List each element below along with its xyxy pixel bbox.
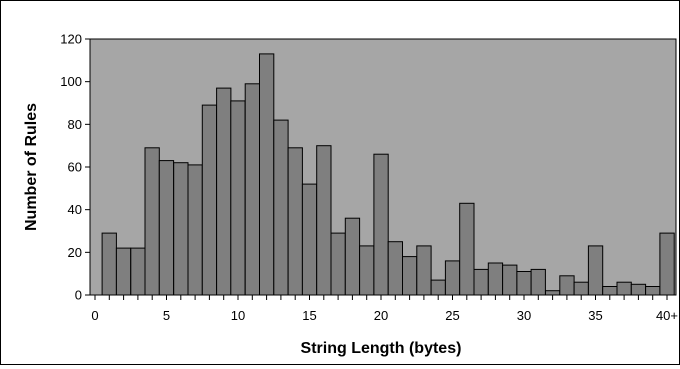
- bar: [259, 53, 275, 296]
- bar: [530, 268, 546, 296]
- x-axis: 0 5 10 15 20 25 30 35 40+: [91, 295, 678, 323]
- bar: [244, 83, 260, 296]
- bar: [645, 286, 661, 296]
- bar: [187, 164, 203, 296]
- x-tick-label: 30: [517, 308, 531, 323]
- bar: [387, 241, 404, 296]
- y-tick-label: 60: [68, 160, 82, 175]
- bar: [201, 104, 218, 296]
- bar: [573, 281, 589, 296]
- y-tick-label: 20: [68, 245, 82, 260]
- bar: [602, 286, 618, 296]
- x-axis-title: String Length (bytes): [301, 340, 462, 357]
- y-tick-label: 80: [68, 117, 82, 132]
- bar: [115, 247, 132, 296]
- bar: [344, 217, 361, 296]
- y-tick-label: 40: [68, 202, 82, 217]
- bar: [459, 202, 475, 296]
- bar: [144, 147, 160, 296]
- bars-group: [101, 53, 675, 296]
- bar: [158, 160, 175, 296]
- bar: [287, 147, 303, 296]
- bar: [430, 279, 446, 296]
- bar: [616, 281, 632, 296]
- bar: [359, 245, 375, 296]
- bar: [101, 232, 117, 296]
- bar: [630, 283, 647, 296]
- x-tick-label: 15: [302, 308, 316, 323]
- bar: [316, 145, 332, 296]
- bar: [659, 232, 675, 296]
- bar: [416, 245, 432, 296]
- bar: [473, 268, 489, 296]
- bar: [273, 119, 289, 296]
- x-tick-label: 0: [91, 308, 98, 323]
- x-tick-label: 5: [163, 308, 170, 323]
- x-tick-label: 20: [374, 308, 388, 323]
- x-tick-label: 10: [231, 308, 245, 323]
- bar: [587, 245, 604, 296]
- y-tick-label: 120: [60, 32, 82, 47]
- x-tick-label: 40+: [656, 308, 678, 323]
- y-tick-label: 100: [60, 74, 82, 89]
- y-axis-title: Number of Rules: [23, 103, 40, 231]
- y-axis: 0 20 40 60 80 100 120: [60, 32, 90, 303]
- bar: [559, 275, 575, 296]
- x-tick-label: 25: [445, 308, 459, 323]
- y-tick-label: 0: [75, 288, 82, 303]
- x-tick-label: 35: [588, 308, 602, 323]
- bar: [502, 264, 518, 296]
- bar: [216, 87, 232, 296]
- bar: [487, 262, 504, 296]
- bar: [373, 153, 389, 296]
- bar: [402, 256, 418, 296]
- bar: [130, 247, 146, 296]
- bar: [444, 260, 461, 296]
- bar: [545, 290, 561, 296]
- bar: [173, 162, 189, 296]
- bar: [330, 232, 346, 296]
- bar: [301, 183, 318, 296]
- bar: [230, 100, 246, 296]
- bar: [516, 271, 532, 296]
